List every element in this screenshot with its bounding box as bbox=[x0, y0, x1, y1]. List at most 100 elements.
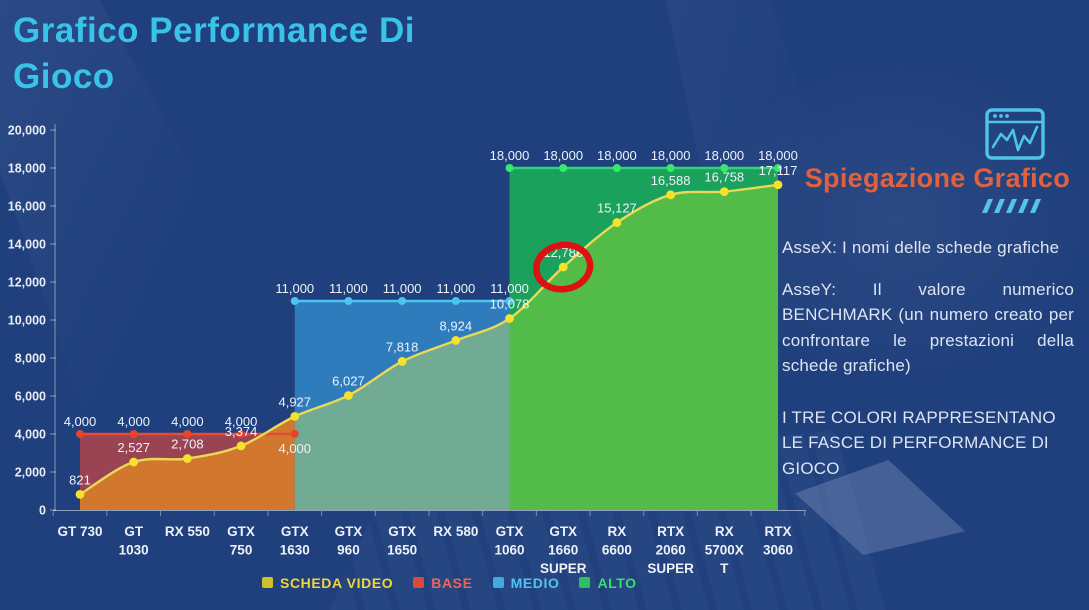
band-marker bbox=[559, 164, 568, 172]
band-base: 4,000 4,000 4,000 4,000 4,000 bbox=[64, 414, 311, 456]
band-value-label: 11,000 bbox=[490, 281, 529, 296]
data-point-marker bbox=[129, 457, 139, 467]
band-value-label: 18,000 bbox=[490, 148, 530, 163]
x-tick-label: GTX 750 bbox=[227, 524, 255, 558]
band-marker bbox=[773, 164, 782, 172]
data-point-marker bbox=[182, 454, 192, 463]
explanation-panel: Spiegazione Grafico AsseX: I nomi delle … bbox=[782, 104, 1074, 481]
y-tick-label: 4,000 bbox=[15, 428, 46, 442]
data-point-label: 16,758 bbox=[704, 170, 744, 185]
legend-item-base: BASE bbox=[413, 575, 472, 591]
band-value-label: 18,000 bbox=[543, 148, 583, 163]
legend-label: BASE bbox=[431, 575, 473, 591]
y-tick-label: 8,000 bbox=[15, 352, 46, 366]
band-marker bbox=[344, 297, 353, 305]
band-marker bbox=[290, 430, 299, 438]
legend-swatch-icon bbox=[492, 576, 504, 588]
band-value-label: 18,000 bbox=[758, 148, 798, 163]
band-value-label: 4,000 bbox=[171, 414, 204, 429]
y-tick-label: 14,000 bbox=[8, 238, 46, 252]
data-point-label: 7,818 bbox=[386, 339, 419, 354]
data-point-marker bbox=[773, 180, 783, 190]
x-tick-label: GT 1030 bbox=[119, 524, 149, 558]
band-value-label: 4,000 bbox=[225, 414, 258, 429]
band-value-label: 11,000 bbox=[329, 281, 368, 296]
slashes-decoration-icon bbox=[982, 199, 1041, 214]
x-tick-label: GTX 960 bbox=[335, 524, 363, 558]
band-marker bbox=[612, 164, 621, 172]
y-tick-label: 12,000 bbox=[8, 276, 46, 290]
band-value-label: 4,000 bbox=[117, 414, 150, 429]
x-tick-label: GTX 1060 bbox=[494, 524, 524, 558]
data-point-marker bbox=[719, 187, 729, 196]
band-alto: 18,000 18,000 18,000 18,000 18,000 18,000 bbox=[490, 148, 798, 172]
band-marker bbox=[237, 430, 246, 438]
panel-text-colori: I TRE COLORI RAPPRESENTANO LE FASCE DI P… bbox=[782, 407, 1056, 478]
panel-heading: Spiegazione Grafico bbox=[804, 163, 1070, 193]
band-marker bbox=[505, 297, 514, 305]
area-fill-region bbox=[80, 416, 295, 510]
x-tick-label: GTX 1660 SUPER bbox=[540, 524, 587, 576]
x-tick-label: RX 580 bbox=[433, 524, 478, 539]
band-marker bbox=[76, 430, 84, 438]
y-tick-label: 10,000 bbox=[8, 314, 46, 328]
band-value-label: 4,000 bbox=[64, 414, 97, 429]
band-marker bbox=[666, 164, 675, 172]
x-tick-label: GT 730 bbox=[57, 524, 102, 539]
series-scheda-video: 821 2,527 2,708 3,374 4,927 6,027 7,818 8,924 10… bbox=[69, 163, 797, 499]
legend-label: ALTO bbox=[597, 575, 637, 591]
band-medio: 11,000 11,000 11,000 11,000 11,000 bbox=[275, 281, 529, 305]
legend-label: SCHEDA VIDEO bbox=[280, 575, 394, 591]
band-value-label: 4,000 bbox=[278, 441, 311, 456]
y-axis: 0 2,000 4,000 6,000 8,000 10,000 12,000 14,000 1… bbox=[8, 124, 56, 518]
data-point-marker bbox=[451, 336, 461, 345]
y-tick-label: 0 bbox=[39, 504, 46, 518]
legend-swatch-icon bbox=[579, 576, 591, 588]
y-tick-label: 18,000 bbox=[8, 162, 46, 176]
band-value-label: 11,000 bbox=[275, 281, 314, 296]
y-tick-label: 20,000 bbox=[8, 124, 46, 138]
band-marker bbox=[398, 297, 407, 305]
x-tick-label: RX 6600 bbox=[602, 524, 632, 558]
band-value-label: 18,000 bbox=[651, 148, 691, 163]
band-value-label: 18,000 bbox=[597, 148, 637, 163]
band-value-label: 11,000 bbox=[436, 281, 475, 296]
x-tick-label: RX 5700X T bbox=[705, 524, 744, 576]
data-point-marker bbox=[290, 411, 300, 421]
page-title: Grafico Performance Di Gioco bbox=[13, 11, 415, 97]
legend-label: MEDIO bbox=[510, 575, 560, 591]
data-point-marker bbox=[344, 391, 353, 400]
band-marker bbox=[505, 164, 514, 172]
data-point-marker bbox=[558, 262, 568, 272]
x-tick-label: GTX 1650 bbox=[387, 524, 417, 558]
line-chart-window-icon bbox=[985, 108, 1045, 160]
legend-item-medio: MEDIO bbox=[492, 575, 560, 591]
x-tick-label: GTX 1630 bbox=[280, 524, 310, 558]
data-point-marker bbox=[505, 314, 514, 323]
band-value-label: 11,000 bbox=[383, 281, 422, 296]
y-tick-label: 2,000 bbox=[15, 466, 46, 480]
y-tick-label: 16,000 bbox=[8, 200, 46, 214]
band-marker bbox=[720, 164, 729, 172]
area-fill-region bbox=[509, 184, 778, 510]
data-point-marker bbox=[236, 441, 246, 451]
data-point-marker bbox=[397, 357, 407, 366]
data-point-label: 16,588 bbox=[651, 173, 691, 188]
data-point-marker bbox=[75, 490, 85, 499]
data-point-label: 15,127 bbox=[597, 201, 637, 216]
panel-text-asse-x: AsseX: I nomi delle schede grafiche bbox=[782, 238, 1060, 258]
data-point-marker bbox=[666, 190, 675, 200]
band-marker bbox=[183, 430, 192, 438]
data-point-label: 4,927 bbox=[278, 394, 311, 409]
area-fill-region bbox=[294, 318, 510, 510]
x-tick-label: RX 550 bbox=[165, 524, 210, 539]
band-marker bbox=[451, 297, 460, 305]
x-tick-label: RTX 2060 SUPER bbox=[647, 524, 694, 576]
panel-text-asse-y: AsseY: Il valore numerico BENCHMARK (un … bbox=[782, 279, 1074, 376]
data-point-label: 2,527 bbox=[117, 440, 150, 455]
scheda-video-area bbox=[80, 184, 778, 510]
data-point-label: 8,924 bbox=[440, 318, 473, 333]
data-point-label: 821 bbox=[69, 472, 91, 487]
